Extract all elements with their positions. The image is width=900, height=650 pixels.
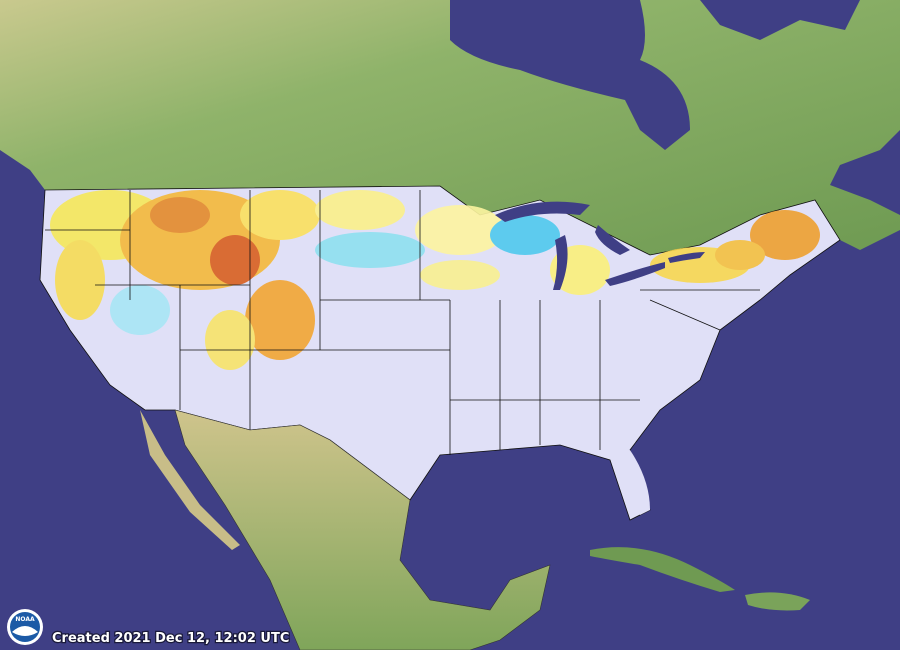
hudson-bay: [450, 0, 690, 150]
created-caption: Created 2021 Dec 12, 12:02 UTC: [52, 631, 289, 646]
state-lines: [45, 190, 760, 455]
great-lakes: [495, 201, 705, 290]
atlantic-gulf: [830, 130, 900, 215]
cuba: [590, 547, 735, 592]
hispaniola: [745, 592, 810, 611]
baja: [140, 410, 240, 550]
canada: [0, 0, 900, 255]
snow-cover: [50, 190, 820, 370]
florida: [620, 450, 650, 515]
north-water: [700, 0, 860, 40]
logo-text: NOAA: [15, 616, 35, 623]
noaa-logo: NOAA: [7, 609, 43, 645]
mexico: [174, 409, 551, 650]
